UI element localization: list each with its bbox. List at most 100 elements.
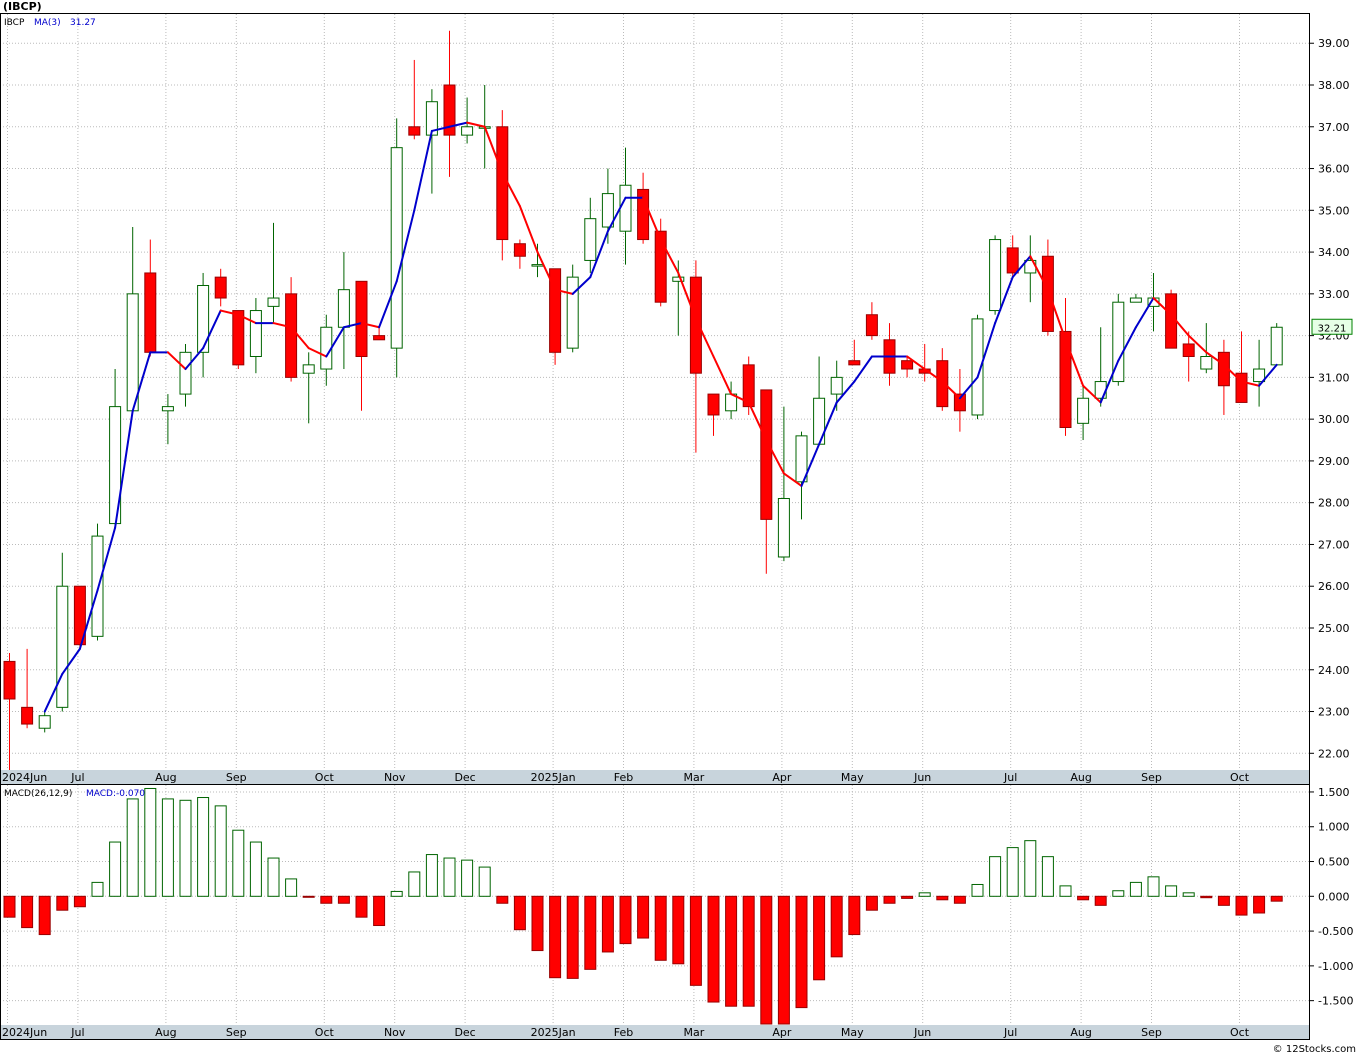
candle-down xyxy=(707,393,720,436)
candle-down xyxy=(73,585,86,649)
ma-line-segment xyxy=(800,443,821,487)
price-y-tick-label: 24.00 xyxy=(1318,664,1350,677)
candle-body xyxy=(267,297,280,307)
macd-x-tick-label: Aug xyxy=(1070,1026,1091,1039)
ma-line-segment xyxy=(853,355,873,383)
ma-line-segment xyxy=(430,125,451,132)
macd-bar-positive xyxy=(461,859,474,897)
ma-line-segment xyxy=(1082,384,1102,404)
candle-up xyxy=(1112,293,1125,386)
macd-bar-negative xyxy=(302,895,315,898)
candle-down xyxy=(760,389,773,574)
macd-x-tick-label: Jun xyxy=(913,1026,931,1039)
ma-line-segment xyxy=(378,280,398,329)
macd-bar-negative xyxy=(584,895,597,970)
candle-body xyxy=(830,376,843,395)
candle-body xyxy=(320,326,333,370)
ma-line-segment xyxy=(483,125,504,174)
macd-legend-value: MACD:-0.070 xyxy=(86,789,145,799)
price-x-tick-label: Aug xyxy=(155,771,176,784)
ma-line-segment xyxy=(1046,288,1067,341)
macd-bar-positive xyxy=(197,797,210,897)
candle-body xyxy=(179,351,192,395)
candle-down xyxy=(848,339,861,366)
candle-down xyxy=(936,348,949,411)
ma-line-segment xyxy=(659,238,680,274)
ma-line-segment xyxy=(1187,334,1208,354)
macd-bar-positive xyxy=(109,841,122,897)
candle-up xyxy=(91,523,104,641)
candle-body xyxy=(249,310,262,357)
macd-bar-negative xyxy=(1217,895,1230,906)
ma-line-segment xyxy=(219,309,240,316)
candle-body xyxy=(1270,326,1283,366)
ma-line-segment xyxy=(325,326,345,358)
candle-body xyxy=(531,264,544,267)
candle-body xyxy=(848,360,861,366)
ma-line-segment xyxy=(78,589,99,650)
macd-bar-positive xyxy=(918,892,931,897)
macd-bar-positive xyxy=(1041,856,1054,897)
candle-body xyxy=(91,535,104,637)
price-y-tick-label: 22.00 xyxy=(1318,747,1350,760)
macd-y-tick-label: -1.000 xyxy=(1318,960,1353,973)
candle-body xyxy=(601,193,614,228)
macd-bar-negative xyxy=(760,895,773,1025)
candle-body xyxy=(549,268,562,353)
macd-bar-negative xyxy=(619,895,632,945)
price-y-tick-label: 26.00 xyxy=(1318,580,1350,593)
candle-up xyxy=(1200,323,1213,374)
candle-down xyxy=(1182,331,1195,382)
ma-line-segment xyxy=(782,472,803,487)
candle-body xyxy=(461,126,474,136)
candle-body xyxy=(865,314,878,337)
price-x-tick-label: 2024Jun xyxy=(2,771,47,784)
candle-down xyxy=(689,260,702,453)
ma-line-segment xyxy=(941,380,961,400)
candle-body xyxy=(1200,355,1213,370)
candle-body xyxy=(901,360,914,370)
macd-x-tick-label: Jul xyxy=(1003,1026,1017,1039)
ma-line-segment xyxy=(1152,297,1173,316)
macd-x-tick-label: Sep xyxy=(226,1026,247,1039)
macd-bar-positive xyxy=(214,805,227,897)
macd-x-tick-label: Oct xyxy=(315,1026,335,1039)
candle-body xyxy=(496,126,509,241)
candle-up xyxy=(584,197,597,273)
ma-line-segment xyxy=(976,322,997,379)
macd-y-tick-label: 0.500 xyxy=(1318,856,1350,869)
candle-body xyxy=(302,364,315,374)
macd-bar-positive xyxy=(267,857,280,897)
candle-body xyxy=(971,318,984,416)
ma-line-segment xyxy=(1011,255,1032,279)
macd-bar-positive xyxy=(1165,885,1178,897)
macd-x-axis-bar xyxy=(0,1025,1310,1039)
candle-up xyxy=(38,711,51,733)
ma-line-segment xyxy=(395,209,416,283)
watermark: © 12Stocks.com xyxy=(1273,1044,1356,1055)
ma-line-segment xyxy=(818,401,838,446)
macd-bar-negative xyxy=(355,895,368,918)
ma-line-segment xyxy=(43,672,64,713)
candle-body xyxy=(566,276,579,349)
candle-body xyxy=(742,364,755,408)
price-legend-ma-value: 31.27 xyxy=(70,18,96,28)
macd-bar-negative xyxy=(953,895,966,904)
ma-line-segment xyxy=(554,288,574,295)
macd-y-tick-label: 1.000 xyxy=(1318,821,1350,834)
ma-line-segment xyxy=(448,121,469,128)
macd-x-tick-label: Feb xyxy=(614,1026,633,1039)
macd-bar-negative xyxy=(1094,895,1107,906)
price-y-tick-label: 29.00 xyxy=(1318,455,1350,468)
macd-x-tick-label: 2025Jan xyxy=(531,1026,576,1039)
macd-bar-negative xyxy=(601,895,614,953)
macd-bar-positive xyxy=(1024,840,1037,897)
ma-line-segment xyxy=(1205,351,1225,366)
candle-body xyxy=(443,84,456,136)
macd-bar-negative xyxy=(654,895,667,961)
macd-bar-negative xyxy=(320,895,333,904)
price-x-tick-label: Feb xyxy=(614,771,633,784)
ma-line-segment xyxy=(114,409,134,529)
